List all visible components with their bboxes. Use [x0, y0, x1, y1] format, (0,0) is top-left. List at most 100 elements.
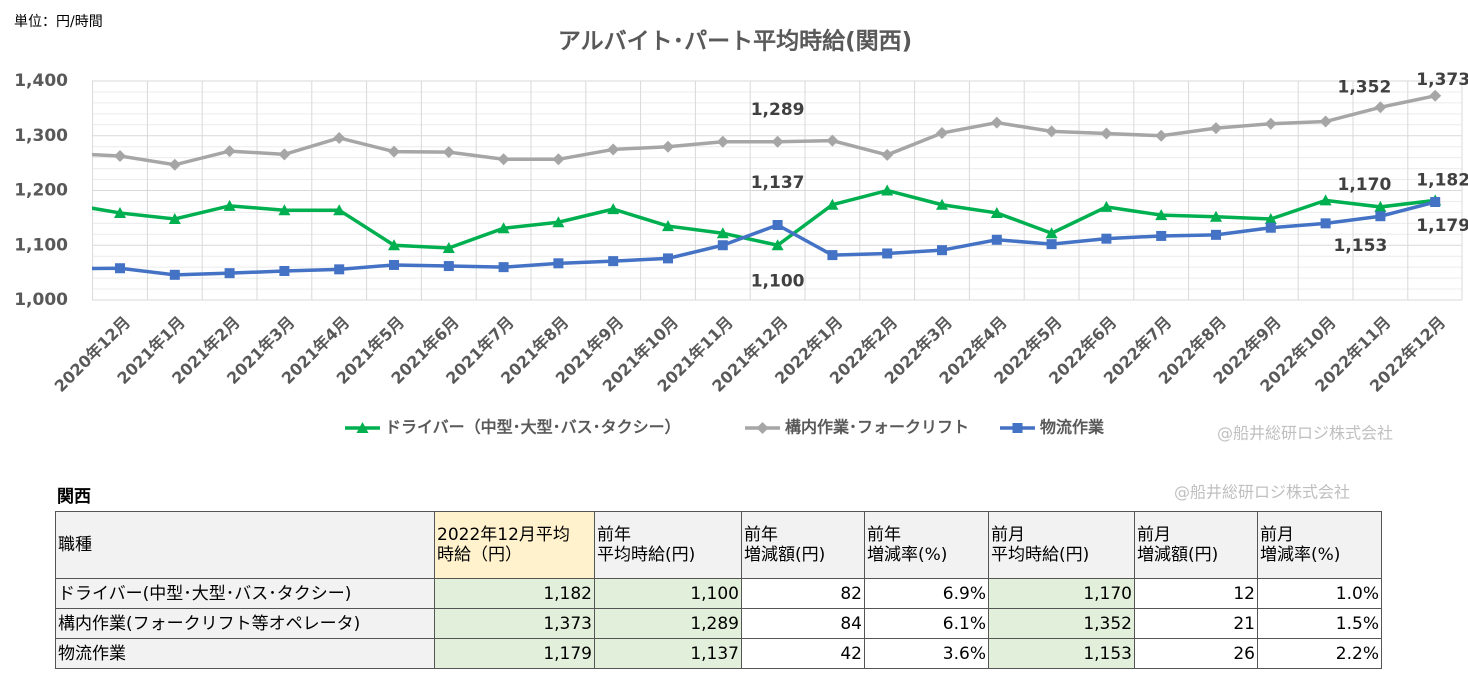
marker	[1045, 227, 1058, 239]
series-line	[92, 188, 1436, 250]
marker	[169, 269, 180, 280]
series-line	[92, 94, 1436, 167]
table-row: ドライバー(中型･大型･バス･タクシー) 1,182 1,100 82 6.9% 1,17…	[55, 578, 1382, 609]
table-cell: 1,373	[434, 608, 595, 639]
table-row: 構内作業(フォークリフト等オペレータ) 1,373 1,289 84 6.1% 1,352…	[55, 608, 1382, 639]
marker	[553, 258, 564, 269]
marker	[1319, 115, 1332, 128]
marker	[936, 127, 948, 140]
y-tick-label: 1,200	[14, 181, 68, 201]
marker	[552, 153, 565, 166]
unit-note: 単位：円/時間	[14, 14, 103, 30]
legend-label: 構内作業･フォークリフト	[785, 418, 969, 437]
header-cell: 前月 平均時給(円)	[988, 511, 1135, 579]
marker	[1430, 196, 1441, 207]
marker	[882, 248, 893, 259]
legend-label: 物流作業	[1040, 418, 1105, 437]
marker	[771, 239, 784, 251]
data-label: 1,100	[751, 271, 805, 291]
table-cell: 6.9%	[864, 578, 989, 609]
data-label: 1,182	[1416, 170, 1468, 190]
marker	[1046, 239, 1057, 250]
data-label: 1,289	[751, 100, 805, 120]
table-cell: 1,153	[988, 638, 1135, 669]
table-cell: 1.5%	[1257, 608, 1382, 639]
marker	[498, 262, 509, 273]
marker	[497, 153, 510, 166]
marker	[333, 204, 346, 216]
marker	[114, 206, 126, 218]
marker	[333, 131, 346, 144]
header-cell: 2022年12月平均 時給（円）	[434, 511, 595, 579]
marker	[168, 212, 181, 224]
marker	[1264, 117, 1277, 130]
marker	[1100, 200, 1113, 212]
marker	[1265, 222, 1276, 233]
header-cell: 職種	[55, 511, 435, 579]
header-cell: 前月 増減額(円)	[1134, 511, 1258, 579]
header-row: 職種 2022年12月平均 時給（円） 前年 平均時給(円) 前年 増減額(円) 前年 …	[55, 511, 1382, 579]
marker	[1100, 127, 1113, 140]
table-cell: ドライバー(中型･大型･バス･タクシー)	[55, 578, 435, 609]
marker	[224, 268, 235, 279]
marker	[1375, 211, 1386, 222]
marker	[607, 203, 620, 215]
marker	[772, 219, 783, 230]
table-cell: 3.6%	[864, 638, 989, 669]
marker	[114, 150, 126, 163]
watermark: @船井総研ロジ株式会社	[1174, 483, 1350, 502]
table-cell: 1,179	[434, 638, 595, 669]
table-cell: 1,100	[594, 578, 742, 609]
data-label: 1,352	[1338, 77, 1392, 97]
table-cell: 82	[741, 578, 865, 609]
marker	[881, 184, 894, 196]
legend-marker	[1012, 423, 1023, 433]
header-cell: 前月 増減率(%)	[1257, 511, 1382, 579]
marker	[1156, 230, 1167, 241]
marker	[1045, 125, 1058, 138]
table-cell: 物流作業	[55, 638, 435, 669]
marker	[1211, 229, 1221, 240]
marker	[334, 264, 345, 275]
table-cell: 26	[1134, 638, 1258, 669]
table-cell: 1,289	[594, 608, 742, 639]
y-tick-label: 1,000	[14, 290, 68, 310]
marker	[607, 143, 620, 156]
watermark: @船井総研ロジ株式会社	[1217, 424, 1393, 443]
table-cell: 21	[1134, 608, 1258, 639]
table-cell: 1,170	[988, 578, 1135, 609]
marker	[278, 148, 291, 161]
table-cell: 1,352	[988, 608, 1135, 639]
y-tick-label: 1,100	[14, 235, 68, 255]
data-label: 1,170	[1338, 175, 1392, 195]
marker	[1429, 89, 1442, 102]
data-label: 1,373	[1416, 70, 1468, 90]
marker	[497, 222, 510, 234]
data-label: 1,153	[1334, 236, 1388, 256]
y-tick-label: 1,300	[14, 126, 68, 146]
data-label: 1,179	[1416, 216, 1468, 236]
marker	[388, 239, 400, 251]
marker	[1155, 129, 1168, 142]
table-cell: 42	[741, 638, 865, 669]
marker	[990, 116, 1003, 129]
marker	[442, 241, 455, 253]
legend-marker	[756, 422, 769, 434]
table-cell: 1.0%	[1257, 578, 1382, 609]
header-cell: 前年 平均時給(円)	[594, 511, 742, 579]
marker	[1155, 209, 1168, 221]
marker	[1374, 200, 1387, 212]
marker	[443, 261, 454, 272]
table-row: 物流作業 1,179 1,137 42 3.6% 1,153 26 2.2%	[55, 638, 1382, 669]
marker	[663, 253, 673, 264]
marker	[662, 140, 674, 153]
table-cell: 84	[741, 608, 865, 639]
marker	[937, 245, 947, 256]
marker	[826, 134, 839, 147]
marker	[389, 259, 399, 270]
marker	[716, 227, 729, 239]
table-cell: 1,182	[434, 578, 595, 609]
table-cell: 構内作業(フォークリフト等オペレータ)	[55, 608, 435, 639]
